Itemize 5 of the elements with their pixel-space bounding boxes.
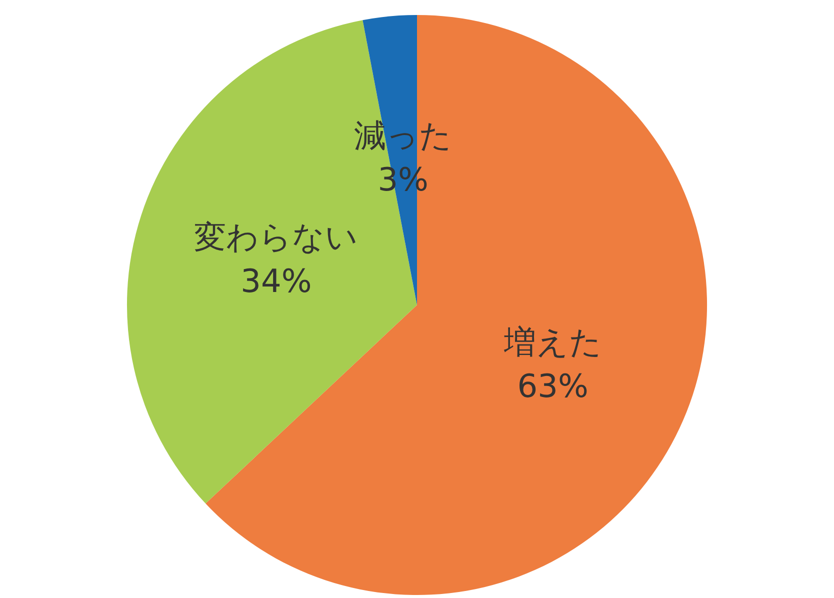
slice-label: 増えた [502, 322, 602, 361]
slice-label: 変わらない [194, 218, 358, 256]
data-label: 34% [240, 262, 312, 300]
data-label: 63% [517, 366, 588, 405]
slice-label: 減った [354, 116, 452, 155]
